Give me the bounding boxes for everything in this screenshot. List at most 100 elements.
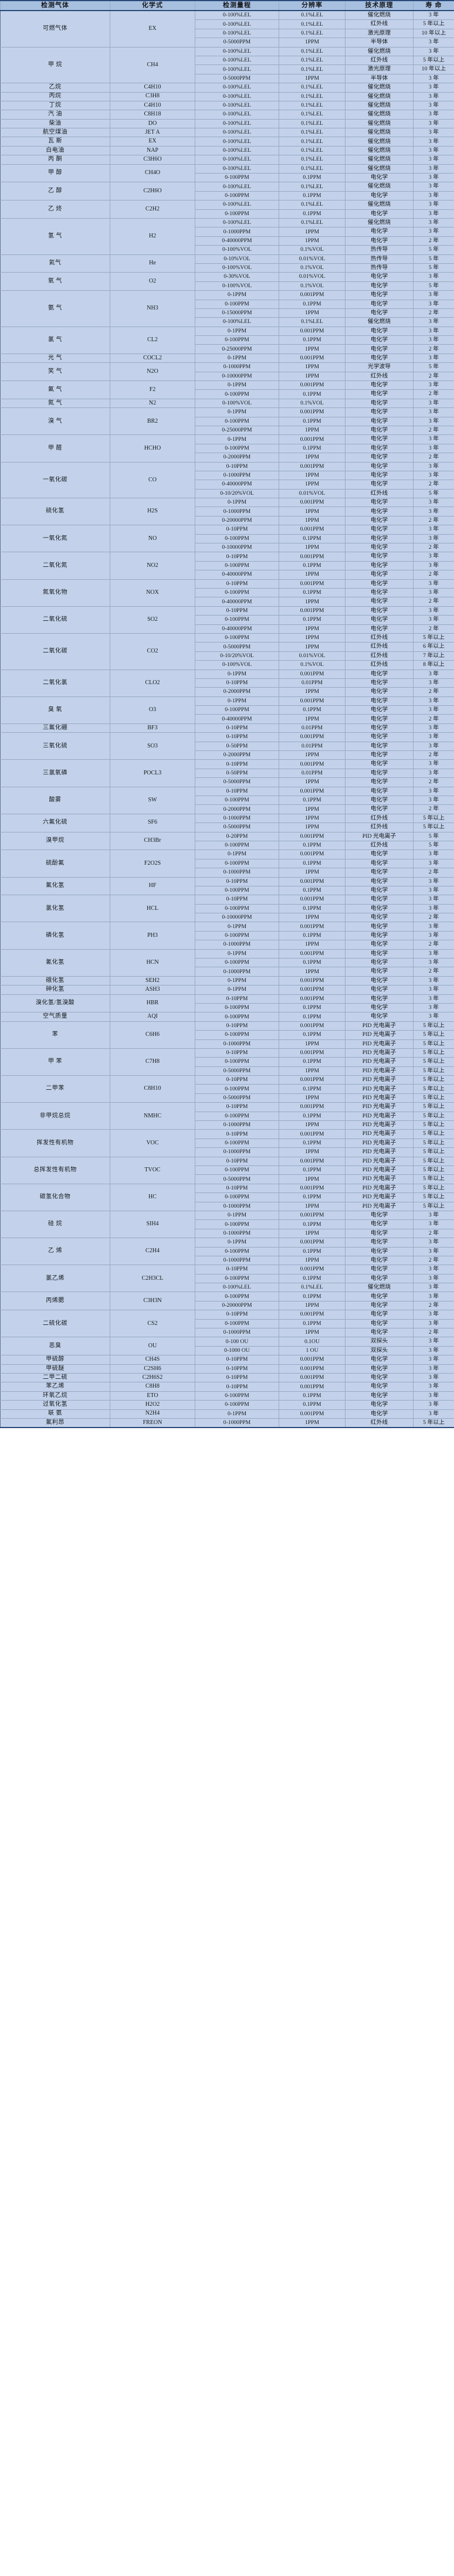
resolution-cell: 0.001PPM <box>279 831 345 841</box>
detection-range-cell: 0-1000PPM <box>195 507 279 516</box>
resolution-cell: 0.001PPM <box>279 1372 345 1383</box>
lifespan-cell: 3 年 <box>413 579 454 589</box>
gas-name-cell: 二氧化碳 <box>0 633 110 670</box>
resolution-cell: 0.1PPM <box>279 615 345 625</box>
gas-name-cell: 光 气 <box>0 353 110 363</box>
detection-range-cell: 0-100%VOL <box>195 263 279 273</box>
resolution-cell: 0.1PPM <box>279 533 345 544</box>
resolution-cell: 0.1PPM <box>279 191 345 201</box>
gas-formula-cell: O3 <box>110 696 195 724</box>
resolution-cell: 1PPM <box>279 804 345 814</box>
table-row: 氢 气 H2 0-100%LEL 0.1%LEL 催化燃烧 3 年 <box>0 218 454 255</box>
technology-cell: PID 光电离子 <box>345 1039 414 1049</box>
technology-cell: 半导体 <box>345 38 414 47</box>
detection-range-cell: 0-40000PPM <box>195 624 279 634</box>
lifespan-cell: 2 年 <box>413 868 454 878</box>
table-row: 苯 C6H6 0-10PPM 0.001PPM PID 光电离子 5 年以上 <box>0 1021 454 1049</box>
table-row: 0-20000PPM 1PPM 电化学 2 年 <box>1 1300 454 1311</box>
table-row: 氯化氢 HCL 0-10PPM 0.001PPM 电化学 3 年 <box>0 895 454 923</box>
technology-cell: 红外线 <box>345 840 414 851</box>
technology-cell: PID 光电离子 <box>345 1075 414 1085</box>
technology-cell: PID 光电离子 <box>345 1048 414 1058</box>
table-row: 二硫化碳 CS2 0-10PPM 0.001PPM 电化学 3 年 <box>0 1310 454 1338</box>
detection-range-cell: 0-100PPM <box>195 958 279 968</box>
technology-cell: 电化学 <box>345 1400 414 1410</box>
gas-formula-cell: N2H4 <box>110 1409 195 1419</box>
table-row: 0-40000PPM 1PPM 电化学 2 年 <box>1 597 454 607</box>
table-row: 0-100PPM 0.1PPM 电化学 3 年 <box>1 560 454 571</box>
detection-range-cell: 0-1PPM <box>195 669 279 679</box>
technology-cell: 电化学 <box>345 985 414 995</box>
lifespan-cell: 3 年 <box>413 1382 454 1392</box>
technology-cell: 电化学 <box>345 1382 414 1392</box>
technology-cell: 电化学 <box>345 1210 414 1221</box>
table-row: 柴油 DO 0-100%LEL 0.1%LEL 催化燃烧 3 年 <box>0 118 454 129</box>
lifespan-cell: 5 年以上 <box>413 1030 454 1040</box>
lifespan-cell: 3 年 <box>413 407 454 417</box>
technology-cell: 红外线 <box>345 651 414 661</box>
lifespan-cell: 3 年 <box>413 976 454 986</box>
resolution-cell: 0.001PPM <box>279 1183 345 1194</box>
technology-cell: 热传导 <box>345 263 414 273</box>
table-row: 0-1000PPM 1PPM 电化学 3 年 <box>1 470 454 481</box>
technology-cell: 电化学 <box>345 1409 414 1419</box>
column-header-lifespan: 寿 命 <box>413 0 454 11</box>
technology-cell: PID 光电离子 <box>345 1156 414 1167</box>
detection-range-cell: 0-1PPM <box>195 380 279 390</box>
resolution-cell: 0.01PPM <box>279 741 345 752</box>
technology-cell: 电化学 <box>345 949 414 959</box>
gas-formula-cell: He <box>110 254 195 273</box>
resolution-cell: 0.1%LEL <box>279 182 345 192</box>
gas-name-cell: 空气质量 <box>0 1012 110 1022</box>
resolution-cell: 0.001PPM <box>279 732 345 742</box>
detection-range-cell: 0-2000PPM <box>195 750 279 760</box>
detection-range-cell: 0-100PPM <box>195 209 279 219</box>
resolution-cell: 0.001PPM <box>279 696 345 706</box>
technology-cell: 电化学 <box>345 461 414 471</box>
lifespan-cell: 3 年 <box>413 137 454 147</box>
table-row: 0-100PPM 0.1PPM PID 光电离子 5 年以上 <box>1 1057 454 1067</box>
gas-formula-cell: SO2 <box>110 606 195 634</box>
gas-name-cell: 氦气 <box>0 254 110 273</box>
lifespan-cell: 2 年 <box>413 913 454 923</box>
resolution-cell: 1PPM <box>279 687 345 697</box>
resolution-cell: 0.001PPM <box>279 1355 345 1365</box>
table-row: 0-100%VOL 0.1%VOL 热传导 5 年 <box>1 245 454 255</box>
resolution-cell: 0.1PPM <box>279 795 345 806</box>
detection-range-cell: 0-100PPM <box>195 335 279 345</box>
lifespan-cell: 3 年 <box>413 525 454 535</box>
lifespan-cell: 2 年 <box>413 344 454 354</box>
table-row: 氟化氢 HF 0-10PPM 0.001PPM 电化学 3 年 <box>0 876 454 896</box>
technology-cell: 催化燃烧 <box>345 110 414 120</box>
detection-range-cell: 0-100%LEL <box>195 19 279 29</box>
lifespan-cell: 2 年 <box>413 777 454 787</box>
lifespan-cell: 3 年 <box>413 209 454 219</box>
detection-range-cell: 0-100PPM <box>195 587 279 598</box>
gas-formula-cell: SW <box>110 786 195 814</box>
detection-range-cell: 0-1000PPM <box>195 227 279 237</box>
technology-cell: 电化学 <box>345 958 414 968</box>
resolution-cell: 0.1%LEL <box>279 200 345 210</box>
resolution-cell: 0.1PPM <box>279 1138 345 1148</box>
detection-range-cell: 0-100%LEL <box>195 182 279 192</box>
technology-cell: 电化学 <box>345 1273 414 1284</box>
detection-range-cell: 0-10PPM <box>195 1265 279 1275</box>
detection-range-cell: 0-100PPM <box>195 705 279 715</box>
detection-range-cell: 0-100%LEL <box>195 91 279 101</box>
lifespan-cell: 3 年 <box>413 164 454 174</box>
technology-cell: 光学波导 <box>345 362 414 372</box>
table-row: 0-5000PPM 1PPM 半导体 3 年 <box>1 38 454 47</box>
lifespan-cell: 2 年 <box>413 236 454 246</box>
detection-range-cell: 0-10PPM <box>195 1364 279 1374</box>
detection-range-cell: 0-100PPM <box>195 1318 279 1329</box>
gas-formula-cell: C8H18 <box>110 110 195 120</box>
resolution-cell: 0.1PPM <box>279 1002 345 1013</box>
gas-formula-cell: NOX <box>110 579 195 607</box>
technology-cell: 电化学 <box>345 1310 414 1320</box>
detection-range-cell: 0-1PPM <box>195 353 279 363</box>
gas-formula-cell: C3H3N <box>110 1292 195 1311</box>
technology-cell: 电化学 <box>345 868 414 878</box>
resolution-cell: 0.001PPM <box>279 606 345 616</box>
lifespan-cell: 2 年 <box>413 624 454 634</box>
resolution-cell: 1PPM <box>279 597 345 607</box>
